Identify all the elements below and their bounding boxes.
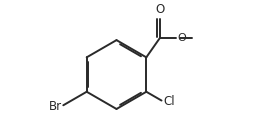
Text: O: O: [155, 3, 165, 16]
Text: O: O: [178, 33, 186, 43]
Text: Br: Br: [49, 100, 62, 113]
Text: Cl: Cl: [163, 95, 175, 108]
